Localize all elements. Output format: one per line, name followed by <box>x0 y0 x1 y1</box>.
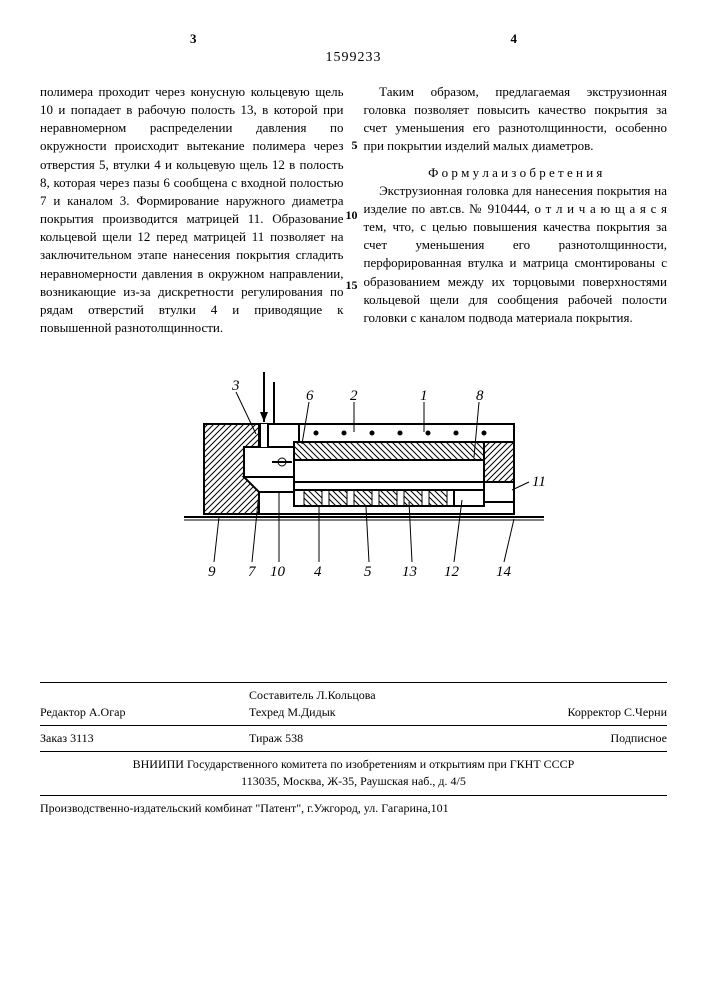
formula-title: Ф о р м у л а и з о б р е т е н и я <box>364 164 668 182</box>
col-num-right: 4 <box>511 30 518 48</box>
org2: Производственно-издательский комбинат "П… <box>40 800 667 817</box>
compiler-label: Составитель <box>249 688 313 702</box>
col-num-left: 3 <box>190 30 197 48</box>
svg-text:11: 11 <box>532 474 546 490</box>
technical-drawing: 3 6 2 1 8 11 9 7 10 4 5 13 12 14 <box>40 362 667 622</box>
corrector-name: С.Черни <box>624 705 667 719</box>
editor-label: Редактор <box>40 705 86 719</box>
techred-name: М.Дидык <box>287 705 335 719</box>
svg-text:7: 7 <box>248 564 257 580</box>
svg-text:8: 8 <box>476 388 484 404</box>
left-column: 5 10 15 полимера проходит через конусную… <box>40 83 344 338</box>
signed: Подписное <box>611 731 668 745</box>
svg-text:2: 2 <box>350 388 358 404</box>
org1-addr: 113035, Москва, Ж-35, Раушская наб., д. … <box>40 773 667 790</box>
svg-text:3: 3 <box>231 378 240 394</box>
svg-text:6: 6 <box>306 388 314 404</box>
editor-name: А.Огар <box>89 705 126 719</box>
right-p2: Экструзионная головка для нанесения покр… <box>364 182 668 328</box>
svg-text:5: 5 <box>364 564 372 580</box>
right-column: Таким образом, предлагаемая экструзионна… <box>364 83 668 338</box>
order-label: Заказ <box>40 731 67 745</box>
line-num-10: 10 <box>346 207 358 224</box>
line-num-5: 5 <box>352 137 358 154</box>
org1: ВНИИПИ Государственного комитета по изоб… <box>40 756 667 773</box>
tirage-label: Тираж <box>249 731 282 745</box>
right-p1: Таким образом, предлагаемая экструзионна… <box>364 83 668 156</box>
corrector-label: Корректор <box>568 705 622 719</box>
two-column-body: 5 10 15 полимера проходит через конусную… <box>40 83 667 338</box>
compiler-name: Л.Кольцова <box>316 688 375 702</box>
svg-text:4: 4 <box>314 564 322 580</box>
techred-label: Техред <box>249 705 284 719</box>
svg-text:1: 1 <box>420 388 428 404</box>
svg-text:14: 14 <box>496 564 512 580</box>
svg-text:10: 10 <box>270 564 286 580</box>
credits-block: Составитель Л.Кольцова Редактор А.Огар Т… <box>40 687 667 817</box>
order-num: 3113 <box>70 731 94 745</box>
left-text: полимера проходит через конусную кольцев… <box>40 83 344 338</box>
tirage-num: 538 <box>285 731 303 745</box>
svg-text:13: 13 <box>402 564 417 580</box>
svg-text:12: 12 <box>444 564 460 580</box>
line-num-15: 15 <box>346 277 358 294</box>
document-number: 1599233 <box>40 48 667 68</box>
svg-text:9: 9 <box>208 564 216 580</box>
